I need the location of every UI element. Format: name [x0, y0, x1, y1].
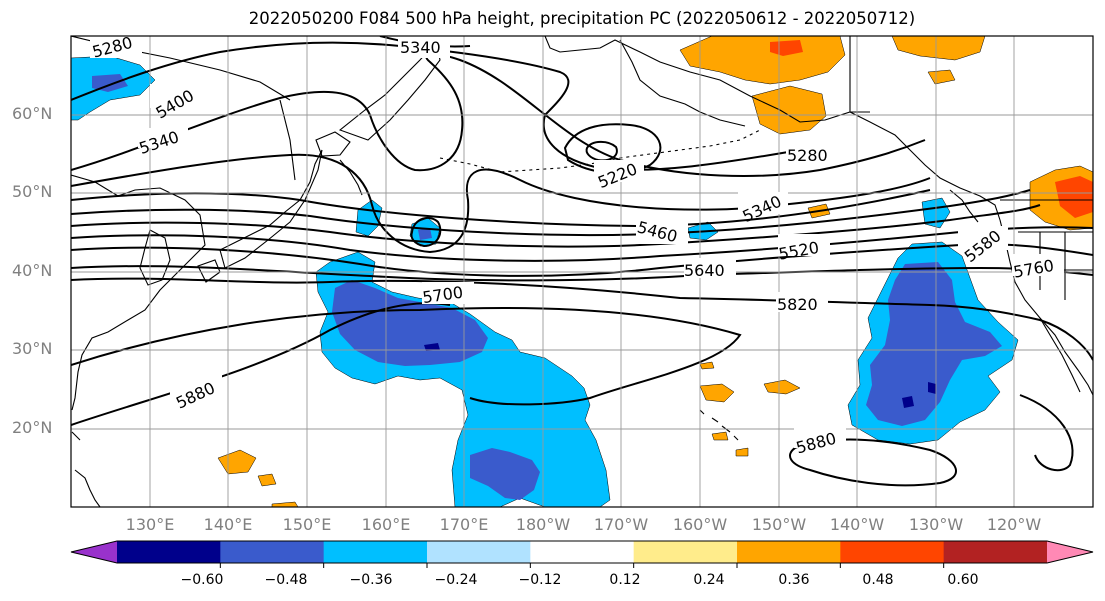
colorbar-tick-label: −0.24 [434, 572, 478, 588]
hawaii-islands [699, 409, 739, 441]
lon-label-170w: 170°W [593, 515, 649, 534]
south-blue-mid [470, 448, 540, 500]
bristol-orange [751, 85, 827, 135]
lat-label-50n: 50°N [12, 182, 53, 201]
lat-label-60n: 60°N [12, 104, 53, 123]
colorbar-segment [840, 541, 945, 563]
west-pacific-blue-mid [332, 280, 488, 366]
lon-label-180w: 180°W [515, 515, 571, 534]
east-pacific-blue-mid [866, 262, 1002, 426]
hawaii-orange-5 [735, 447, 749, 457]
low-center-blue-mid [418, 228, 432, 240]
colorbar-tick-label: 0.48 [862, 572, 894, 588]
sakhalin [279, 99, 296, 181]
colorbar-segment [427, 541, 531, 563]
bering-coast [619, 39, 746, 127]
precip-negative-shading [71, 55, 1019, 507]
west-pacific-darkblue [424, 343, 440, 351]
baja [1039, 317, 1081, 393]
colorbar-tick-label: 0.24 [693, 572, 725, 588]
canada-border [849, 36, 870, 113]
contour-label: 5640 [684, 261, 725, 280]
colorbar-tick-label: −0.60 [180, 572, 224, 588]
colorbar-outline [70, 540, 1094, 564]
colorbar-segment [530, 541, 635, 563]
lon-label-130w: 130°W [908, 515, 964, 534]
colorbar-extend-low [71, 541, 117, 563]
contour-5820 [71, 277, 1093, 361]
colorbar-segment [943, 541, 1048, 563]
alaska-orange [679, 36, 846, 85]
contour-labels: 5280 5340 5400 5340 5220 5280 5340 5460 … [90, 36, 1064, 458]
colorbar-tick-label: −0.12 [518, 572, 562, 588]
colorbar-tick-label: 0.12 [609, 572, 641, 588]
map-title: 2022050200 F084 500 hPa height, precipit… [248, 9, 916, 28]
bc-orange [927, 69, 956, 85]
colorbar-tick-label: 0.36 [778, 572, 810, 588]
lon-label-120w: 120°W [986, 515, 1042, 534]
lat-label-40n: 40°N [12, 261, 53, 280]
marianas-orange [217, 449, 257, 475]
colorbar-segment [323, 541, 428, 563]
contour-5580 [71, 204, 1041, 248]
lon-label-160e: 160°E [361, 515, 411, 534]
colorbar-segment [117, 541, 221, 563]
contour-low-circle [410, 216, 442, 248]
contour-label: 5280 [787, 146, 828, 165]
lat-label-30n: 30°N [12, 339, 53, 358]
colorbar-tick-label: −0.48 [264, 572, 308, 588]
contour-5880-central [71, 307, 742, 406]
precip-positive-shading [217, 36, 1093, 507]
marianas-orange-2 [257, 473, 277, 487]
colorbar-ticks [219, 563, 945, 568]
contour-5520 [71, 189, 1031, 237]
lon-label-130e: 130°E [125, 515, 175, 534]
lat-label-20n: 20°N [12, 418, 53, 437]
hawaii-orange-4 [711, 431, 729, 441]
colorbar-segments [71, 541, 1093, 563]
contour-5880-west [71, 302, 451, 426]
hawaii-orange-1 [699, 383, 735, 403]
hawaii-orange-3 [699, 361, 715, 370]
yukon-orange [891, 36, 986, 61]
east-pacific-darkblue-2 [928, 382, 936, 394]
lon-label-140e: 140°E [203, 515, 253, 534]
alaska-coast [544, 36, 1001, 221]
colorbar-extend-high [1047, 541, 1093, 563]
lon-label-150e: 150°E [282, 515, 332, 534]
korea-coast [139, 229, 171, 286]
colorbar-tick-label: 0.60 [947, 572, 979, 588]
alaska-red [770, 40, 803, 56]
hokkaido [315, 131, 351, 157]
taiwan [71, 431, 81, 441]
lon-label-140w: 140°W [829, 515, 885, 534]
contour-5160 [585, 140, 618, 162]
contour-5760 [71, 265, 1093, 282]
asia-coast [71, 174, 206, 411]
contour-5880-far-east [1019, 394, 1074, 472]
lon-label-160w: 160°W [672, 515, 728, 534]
graticule [71, 36, 1093, 507]
contour-label: 5820 [777, 295, 818, 314]
pnw-red [1055, 176, 1093, 218]
colorbar-tick-label: −0.36 [349, 572, 393, 588]
colorbar-segment [737, 541, 841, 563]
philippines [74, 469, 101, 507]
colorbar-segment [633, 541, 738, 563]
east-pacific-darkblue [902, 396, 914, 408]
hawaii-orange-2 [763, 379, 801, 395]
contour-label: 5340 [400, 38, 441, 57]
colorbar-segment [220, 541, 325, 563]
lon-label-150w: 150°W [751, 515, 807, 534]
south-orange [271, 501, 299, 507]
contour-5880-east [789, 438, 957, 487]
map-frame [70, 35, 1094, 508]
lon-label-170e: 170°E [439, 515, 489, 534]
